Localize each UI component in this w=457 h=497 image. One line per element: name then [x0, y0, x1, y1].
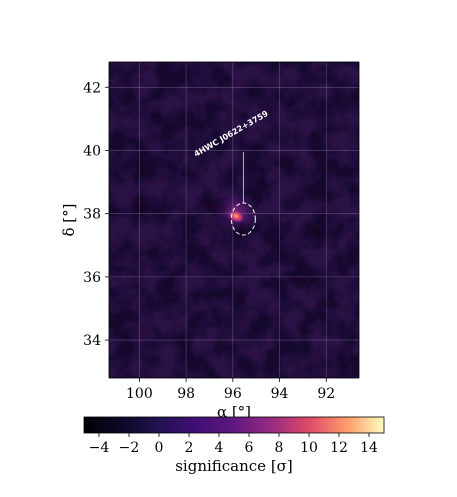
source-hotspot	[226, 208, 246, 224]
x-axis-ticks: 100 98 96 94 92	[126, 378, 335, 402]
colorbar-label: significance [σ]	[175, 457, 293, 475]
colorbar-tick-label: 6	[245, 440, 254, 456]
y-axis-label: δ [°]	[60, 203, 78, 236]
y-tick-label: 38	[83, 207, 101, 223]
colorbar-tick-label: 4	[215, 440, 224, 456]
y-tick-label: 36	[83, 270, 101, 286]
colorbar-tick-label: 2	[185, 440, 194, 456]
y-tick-label: 42	[83, 80, 101, 96]
x-tick-label: 94	[271, 386, 289, 402]
colorbar-tick-label: 12	[330, 440, 348, 456]
colorbar-gradient	[83, 416, 385, 434]
sky-map	[109, 62, 359, 378]
x-tick-label: 92	[317, 386, 335, 402]
colorbar-ticks: −4 −2 0 2 4 6 8 10 12 14	[89, 433, 378, 456]
x-tick-label: 96	[224, 386, 242, 402]
x-axis-label: α [°]	[217, 403, 251, 421]
y-axis-ticks: 34 36 38 40 42	[83, 80, 109, 349]
colorbar-tick-label: −2	[119, 440, 140, 456]
y-tick-label: 40	[83, 143, 101, 159]
colorbar: −4 −2 0 2 4 6 8 10 12 14 significance [σ]	[83, 416, 385, 475]
y-tick-label: 34	[83, 333, 101, 349]
colorbar-tick-label: 0	[155, 440, 164, 456]
colorbar-tick-label: 8	[275, 440, 284, 456]
colorbar-tick-label: 10	[300, 440, 318, 456]
grid-lines	[109, 62, 359, 378]
plot-frame	[108, 61, 360, 379]
colorbar-tick-label: −4	[89, 440, 110, 456]
x-tick-label: 100	[126, 386, 153, 402]
x-tick-label: 98	[177, 386, 195, 402]
colorbar-tick-label: 14	[360, 440, 378, 456]
